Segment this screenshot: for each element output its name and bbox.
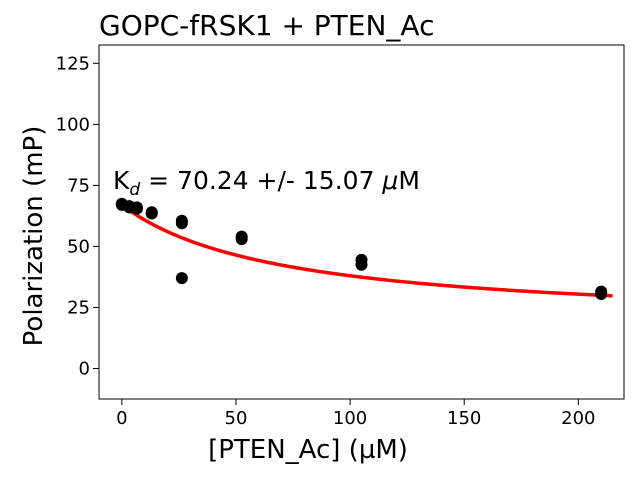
y-tick-label: 50 xyxy=(67,236,90,257)
data-point xyxy=(175,217,188,230)
plot-area: 0 50 100 150 200 0 25 50 75 100 125 xyxy=(56,44,625,429)
y-tick-label: 25 xyxy=(67,297,90,318)
x-tick-label: 150 xyxy=(447,408,481,429)
kd-unit: M xyxy=(398,166,420,195)
x-tick-label: 50 xyxy=(225,408,248,429)
data-point xyxy=(175,272,188,285)
y-tick-label: 75 xyxy=(67,175,90,196)
kd-main: K xyxy=(113,166,130,195)
y-axis-label: Polarization (mP) xyxy=(19,126,49,347)
y-tick-label: 0 xyxy=(79,358,90,379)
data-point xyxy=(235,233,248,246)
data-point xyxy=(355,258,368,271)
data-point xyxy=(595,288,608,301)
chart-title: GOPC-fRSK1 + PTEN_Ac xyxy=(99,9,434,42)
data-point xyxy=(145,207,158,220)
kd-mu: μ xyxy=(381,166,398,195)
data-point xyxy=(130,202,143,215)
kd-value: = 70.24 +/- 15.07 xyxy=(140,166,382,195)
plot-frame xyxy=(98,44,625,400)
x-tick-label: 100 xyxy=(333,408,367,429)
x-axis-label: [PTEN_Ac] (µM) xyxy=(208,435,408,465)
y-tick-label: 125 xyxy=(56,53,90,74)
x-tick-label: 0 xyxy=(116,408,127,429)
kd-sub: d xyxy=(129,180,140,200)
x-tick-label: 200 xyxy=(561,408,595,429)
kd-annotation: Kd = 70.24 +/- 15.07 μM xyxy=(113,166,420,200)
fit-curve xyxy=(120,203,613,298)
y-tick-label: 100 xyxy=(56,114,90,135)
